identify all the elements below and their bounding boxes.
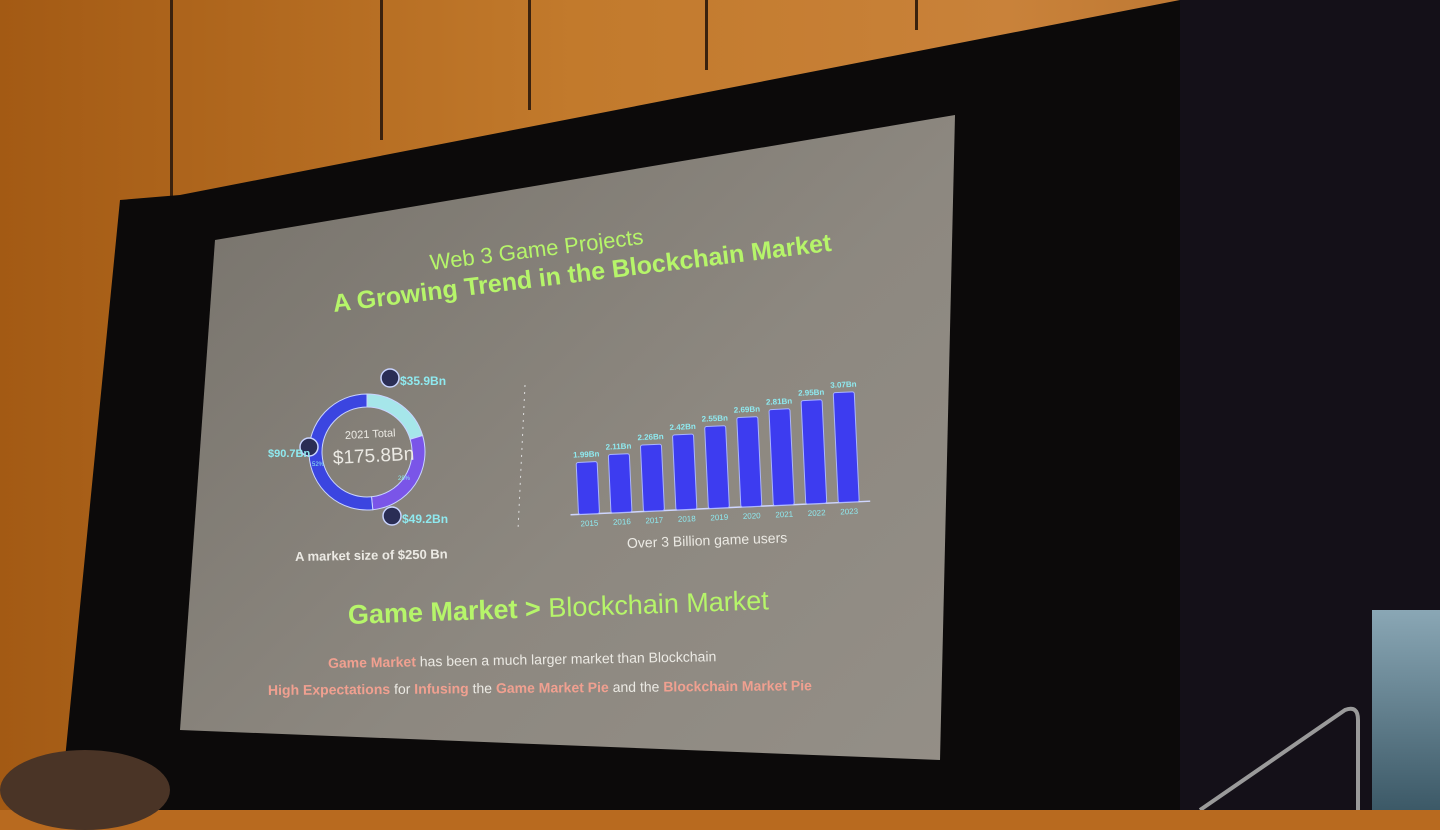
bar-data-label: 2.81Bn <box>766 397 793 407</box>
stair-rail <box>1198 706 1360 810</box>
bar-2021 <box>768 408 795 506</box>
x-tick-label: 2016 <box>613 517 632 527</box>
wall-panel-seam <box>705 0 708 70</box>
monitor-icon <box>380 368 400 388</box>
bar-data-label: 2.55Bn <box>701 414 728 424</box>
bar-2015 <box>575 461 600 515</box>
bar-2016 <box>607 453 633 514</box>
chart-divider <box>517 384 526 531</box>
x-tick-label: 2020 <box>743 511 762 521</box>
pie-label-mobile: $90.7Bn <box>268 448 311 460</box>
bar-data-label: 2.69Bn <box>734 405 761 415</box>
bar-2018 <box>672 433 698 511</box>
bar-data-label: 2.95Bn <box>798 388 825 398</box>
wall-panel-seam <box>380 0 383 140</box>
pie-percent-mobile: 52% <box>312 462 325 468</box>
pie-percent-console: 28% <box>398 476 411 482</box>
bar-2023 <box>832 391 860 504</box>
bar-data-label: 1.99Bn <box>573 449 600 459</box>
x-tick-label: 2017 <box>645 516 664 526</box>
bar-chart: 1.99Bn 2015 2.11Bn 2016 2.26Bn 2017 2.42Bn 2018… <box>570 380 871 529</box>
bar-2019 <box>704 425 730 509</box>
x-tick-label: 2021 <box>775 510 794 520</box>
gamepad-icon <box>382 506 402 526</box>
bar-2022 <box>800 399 828 505</box>
podium <box>1372 610 1440 810</box>
bar-data-label: 2.11Bn <box>605 442 631 452</box>
pie-slice-mobile <box>308 393 374 511</box>
bar-data-label: 3.07Bn <box>830 380 857 390</box>
x-tick-label: 2023 <box>840 507 859 517</box>
smartphone-icon <box>299 437 319 457</box>
x-tick-label: 2019 <box>710 513 729 523</box>
bar-data-label: 2.26Bn <box>637 432 664 442</box>
x-tick-label: 2015 <box>580 519 599 529</box>
wall-panel-seam <box>915 0 918 30</box>
bar-data-label: 2.42Bn <box>669 422 696 432</box>
bar-2020 <box>736 416 763 508</box>
wall-panel-seam <box>528 0 531 110</box>
pie-label-pc: $35.9Bn <box>400 374 447 388</box>
x-tick-label: 2018 <box>678 514 697 524</box>
bar-2017 <box>640 443 665 512</box>
wall-panel-seam <box>170 0 173 200</box>
pie-label-console: $49.2Bn <box>402 512 449 526</box>
charts-svg: 1.99Bn 2015 2.11Bn 2016 2.26Bn 2017 2.42Bn 2018… <box>299 368 871 531</box>
x-tick-label: 2022 <box>808 508 827 518</box>
